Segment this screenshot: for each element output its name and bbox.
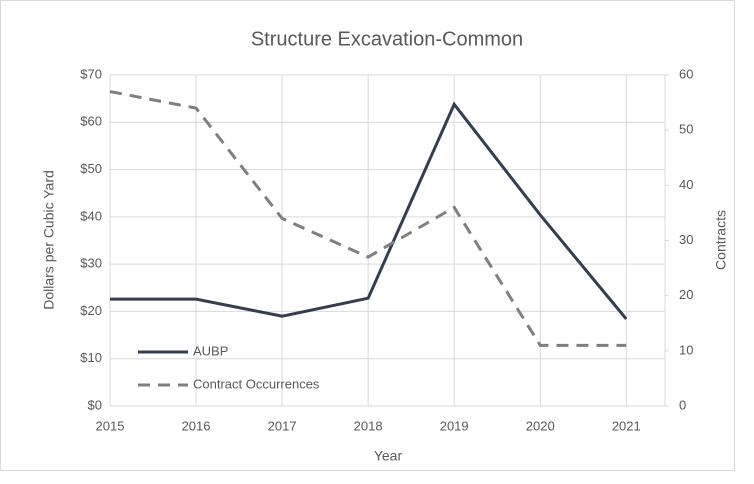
legend-label: AUBP [193, 343, 228, 358]
series-line [110, 101, 628, 320]
x-tick-label: 2015 [96, 418, 125, 433]
y-axis-title: Dollars per Cubic Yard [41, 170, 57, 310]
y2-tick-label: 30 [679, 232, 693, 247]
x-tick-label: 2016 [182, 418, 211, 433]
x-tick-label: 2018 [354, 418, 383, 433]
y-tick-label: $60 [80, 114, 102, 129]
y-tick-label: $30 [80, 256, 102, 271]
x-tick-label: 2019 [440, 418, 469, 433]
legend-label: Contract Occurrences [193, 376, 320, 391]
y-tick-label: $70 [80, 66, 102, 81]
y2-axis-title: Contracts [713, 210, 729, 270]
chart-title: Structure Excavation-Common [251, 28, 523, 50]
x-axis-title: Year [374, 448, 403, 464]
series-line [109, 90, 627, 347]
y-tick-label: $0 [88, 397, 102, 412]
y2-tick-label: 10 [679, 342, 693, 357]
y-tick-label: $40 [80, 208, 102, 223]
y2-tick-label: 50 [679, 122, 693, 137]
x-tick-label: 2020 [526, 418, 555, 433]
chart-frame [0, 0, 735, 471]
y2-tick-label: 20 [679, 287, 693, 302]
y-tick-label: $20 [80, 303, 102, 318]
x-tick-label: 2021 [612, 418, 641, 433]
y2-tick-label: 40 [679, 177, 693, 192]
y-tick-label: $50 [80, 161, 102, 176]
y2-tick-label: 0 [679, 397, 686, 412]
x-tick-label: 2017 [268, 418, 297, 433]
y-tick-label: $10 [80, 350, 102, 365]
y2-tick-label: 60 [679, 66, 693, 81]
